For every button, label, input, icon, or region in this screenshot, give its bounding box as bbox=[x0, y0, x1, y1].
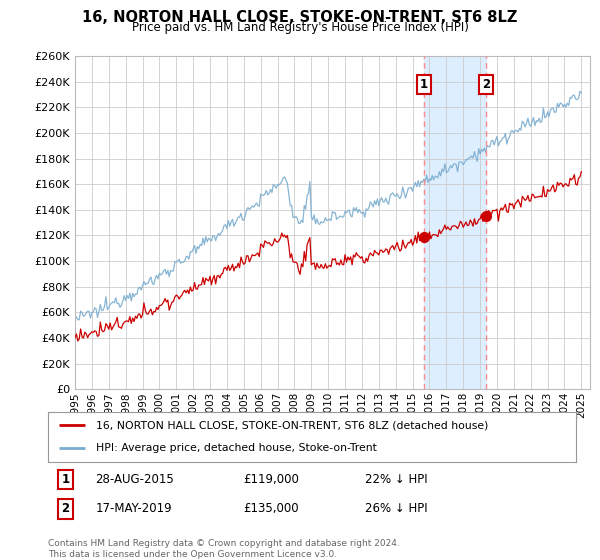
Text: 2: 2 bbox=[482, 78, 490, 91]
Text: £119,000: £119,000 bbox=[244, 473, 299, 486]
Text: HPI: Average price, detached house, Stoke-on-Trent: HPI: Average price, detached house, Stok… bbox=[95, 444, 376, 454]
Text: 1: 1 bbox=[61, 473, 70, 486]
Text: 26% ↓ HPI: 26% ↓ HPI bbox=[365, 502, 427, 515]
Text: 2: 2 bbox=[61, 502, 70, 515]
Text: 28-AUG-2015: 28-AUG-2015 bbox=[95, 473, 174, 486]
Text: 1: 1 bbox=[419, 78, 428, 91]
Bar bbox=[424, 56, 487, 389]
Text: Price paid vs. HM Land Registry's House Price Index (HPI): Price paid vs. HM Land Registry's House … bbox=[131, 21, 469, 34]
Text: Contains HM Land Registry data © Crown copyright and database right 2024.
This d: Contains HM Land Registry data © Crown c… bbox=[48, 539, 400, 559]
Text: 22% ↓ HPI: 22% ↓ HPI bbox=[365, 473, 427, 486]
Text: £135,000: £135,000 bbox=[244, 502, 299, 515]
Text: 17-MAY-2019: 17-MAY-2019 bbox=[95, 502, 172, 515]
Text: 16, NORTON HALL CLOSE, STOKE-ON-TRENT, ST6 8LZ (detached house): 16, NORTON HALL CLOSE, STOKE-ON-TRENT, S… bbox=[95, 420, 488, 430]
Text: 16, NORTON HALL CLOSE, STOKE-ON-TRENT, ST6 8LZ: 16, NORTON HALL CLOSE, STOKE-ON-TRENT, S… bbox=[82, 10, 518, 25]
